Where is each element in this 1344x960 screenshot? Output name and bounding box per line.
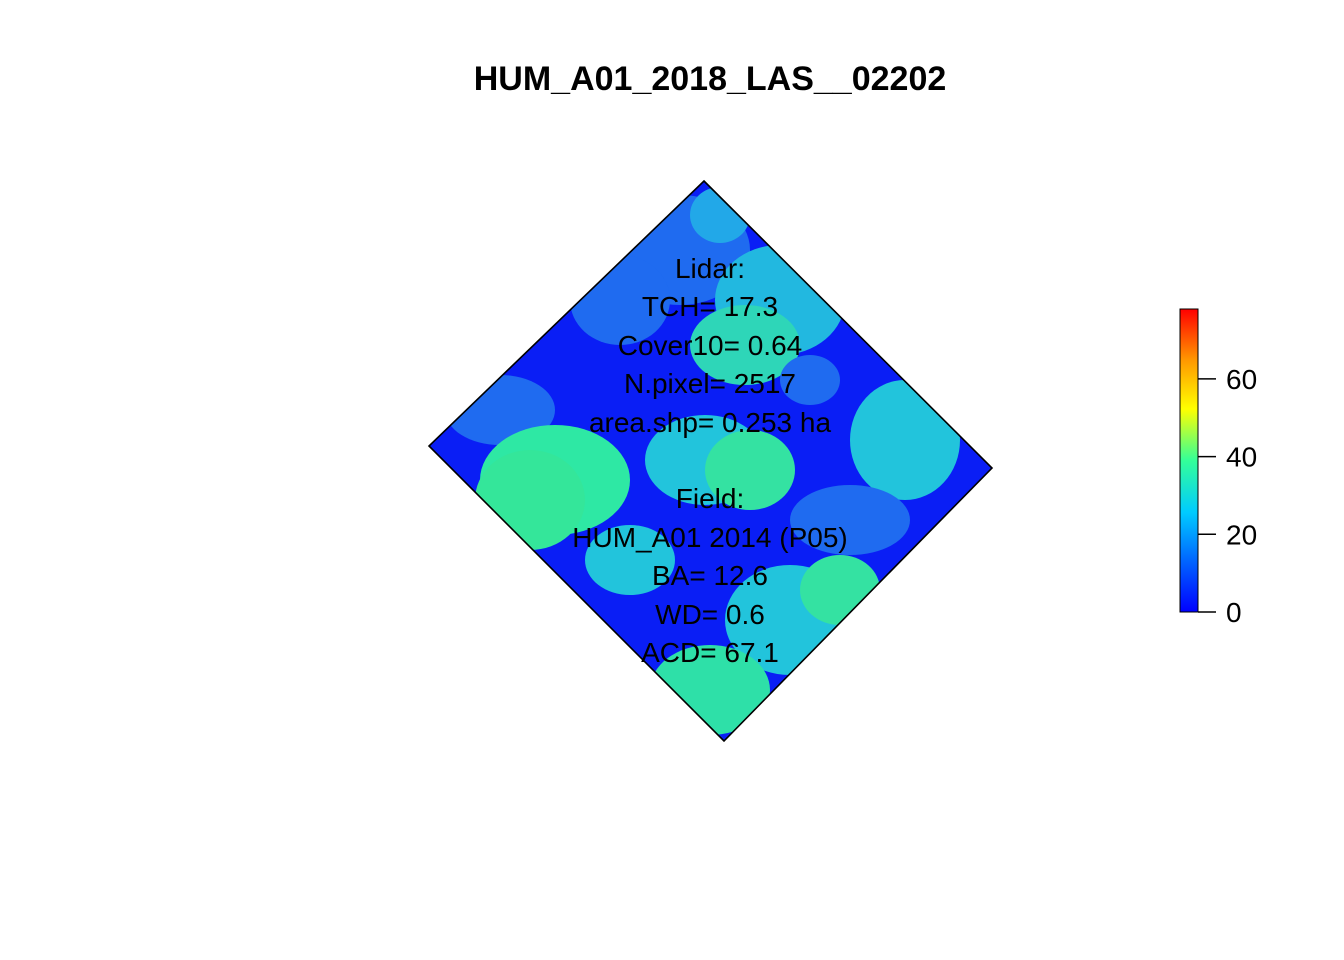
legend-tick-label: 40 <box>1226 442 1257 473</box>
legend-tick-label: 60 <box>1226 364 1257 395</box>
ba-value: BA= 12.6 <box>652 560 768 591</box>
field-plot-id: HUM_A01 2014 (P05) <box>572 522 848 553</box>
tch-value: TCH= 17.3 <box>641 291 779 322</box>
legend-tick-label: 0 <box>1226 597 1242 628</box>
npixel-value: N.pixel= 2517 <box>623 368 796 399</box>
colorbar <box>1179 308 1199 613</box>
legend-tick-label: 20 <box>1226 519 1257 550</box>
wd-value: WD= 0.6 <box>655 599 765 630</box>
legend: 0 20 40 60 <box>1179 308 1257 628</box>
lidar-header: Lidar: <box>674 253 746 284</box>
area-value: area.shp= 0.253 ha <box>588 407 832 438</box>
field-header: Field: <box>675 483 745 514</box>
acd-value: ACD= 67.1 <box>641 637 779 668</box>
plot-boundary <box>427 179 994 743</box>
plot-title: HUM_A01_2018_LAS__02202 <box>473 60 947 98</box>
cover10-value: Cover10= 0.64 <box>617 330 803 361</box>
